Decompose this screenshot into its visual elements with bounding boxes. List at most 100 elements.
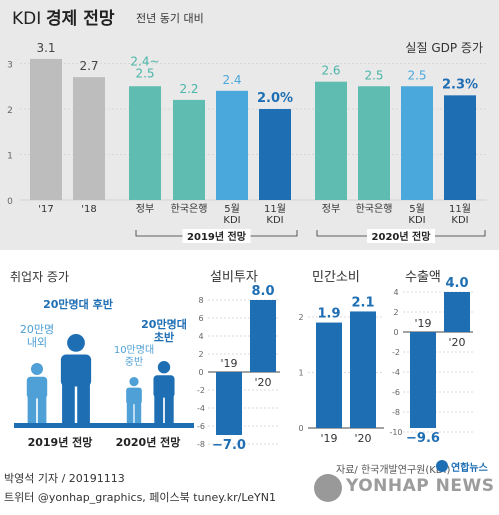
- person-leg: [126, 402, 134, 423]
- person-head: [129, 377, 139, 387]
- gdp-bar: [315, 81, 347, 200]
- y-tick-label: -4: [197, 404, 205, 413]
- person-head: [157, 361, 171, 374]
- y-tick-label: 0: [7, 197, 13, 207]
- mini-category-label: '20: [448, 336, 465, 349]
- employment-large-label: 20만명대 후반: [43, 297, 113, 311]
- mini-chart-title: 설비투자: [210, 270, 258, 285]
- subtitle: 전년 동기 대비: [136, 12, 204, 25]
- person-head: [67, 334, 85, 352]
- group-label: 2020년 전망: [372, 230, 432, 243]
- mini-category-label: '19: [414, 317, 431, 330]
- mini-bar: [250, 300, 276, 372]
- y-tick-label: -4: [392, 368, 400, 377]
- gdp-bar: [30, 58, 62, 201]
- gdp-bar: [73, 77, 105, 200]
- gdp-bar: [173, 99, 205, 200]
- employment-large-label: 20만명대 초반: [141, 317, 187, 344]
- source-credit: 자료/ 한국개발연구원(KDI): [336, 465, 451, 476]
- person-leg: [37, 396, 47, 423]
- employment-baseline: [14, 423, 194, 428]
- y-tick-label: 3: [7, 61, 13, 71]
- gdp-bar: [259, 109, 291, 200]
- y-tick-label: 8: [198, 296, 203, 305]
- y-tick-label: 2: [393, 308, 398, 317]
- y-tick-label: -8: [392, 408, 400, 417]
- gdp-category-label: 11월 KDI: [264, 203, 286, 226]
- mini-value-label: 1.9: [317, 307, 340, 322]
- gdp-category-label: 한국은행: [356, 203, 393, 215]
- gdp-category-label: 11월 KDI: [449, 203, 471, 226]
- gdp-category-label: 정부: [322, 203, 340, 215]
- mini-chart-title: 수출액: [405, 270, 441, 285]
- employment-title: 취업자 증가: [10, 270, 69, 284]
- group-label: 2019년 전망: [187, 230, 247, 243]
- gdp-label: 실질 GDP 증가: [405, 41, 483, 55]
- mini-value-label: 4.0: [445, 276, 468, 291]
- person-torso: [26, 376, 48, 399]
- y-tick-label: 6: [198, 314, 203, 323]
- y-tick-label: -6: [392, 388, 400, 397]
- employment-group-label: 2020년 전망: [116, 435, 181, 449]
- mini-category-label: '20: [354, 432, 371, 445]
- gdp-value-label: 2.2: [179, 82, 198, 96]
- gdp-bar: [444, 95, 476, 200]
- person-leg: [62, 384, 75, 423]
- social-credit: 트위터 @yonhap_graphics, 페이스북 tuney.kr/LeYN…: [4, 491, 276, 504]
- person-torso: [60, 354, 92, 387]
- y-tick-label: 0: [298, 424, 303, 433]
- y-tick-label: 4: [393, 288, 398, 297]
- mini-bar: [410, 332, 436, 428]
- y-tick-label: -2: [392, 348, 400, 357]
- gdp-bar: [129, 86, 161, 200]
- logo-small-text: 연합뉴스: [451, 463, 488, 474]
- logo-mark: [436, 460, 448, 472]
- person-leg: [164, 395, 174, 423]
- gdp-bar: [358, 86, 390, 200]
- employment-group-label: 2019년 전망: [28, 435, 93, 449]
- mini-category-label: '20: [254, 376, 271, 389]
- mini-value-label: −7.0: [212, 438, 246, 453]
- gdp-value-label: 2.3%: [442, 77, 478, 92]
- person-leg: [77, 384, 90, 423]
- group-label-bg: [182, 229, 251, 243]
- person-leg: [27, 396, 37, 423]
- gdp-value-label: 2.6: [321, 64, 340, 78]
- y-tick-label: 2: [298, 313, 303, 322]
- person-torso: [153, 375, 175, 398]
- mini-value-label: 2.1: [351, 295, 374, 310]
- y-tick-label: -8: [197, 440, 205, 449]
- person-icon: [26, 363, 48, 423]
- gdp-value-label: 2.4~ 2.5: [130, 54, 159, 80]
- person-head: [31, 363, 43, 375]
- y-tick-label: -6: [197, 422, 205, 431]
- y-tick-label: -2: [197, 386, 205, 395]
- gdp-category-label: 정부: [136, 203, 154, 215]
- gdp-category-label: '18: [81, 204, 96, 215]
- person-icon: [126, 377, 142, 423]
- y-tick-label: 0: [393, 328, 398, 337]
- gdp-value-label: 2.7: [79, 59, 98, 73]
- mini-bar: [444, 292, 470, 332]
- person-torso: [126, 387, 142, 405]
- gdp-category-label: 5월 KDI: [223, 203, 240, 226]
- person-icon: [60, 334, 92, 423]
- gdp-category-label: '17: [38, 204, 53, 215]
- y-tick-label: 2: [198, 350, 203, 359]
- gdp-value-label: 2.0%: [257, 91, 293, 106]
- gdp-bar: [401, 86, 433, 200]
- mini-bar: [316, 322, 342, 428]
- reporter-credit: 박영석 기자 / 20191113: [4, 472, 125, 485]
- gdp-value-label: 2.5: [364, 68, 383, 82]
- mini-value-label: −9.6: [406, 431, 440, 446]
- person-leg: [134, 402, 142, 423]
- y-tick-label: 2: [7, 106, 13, 116]
- employment-small-label: 20만명 내외: [20, 323, 54, 349]
- person-icon: [153, 361, 175, 423]
- mini-bar: [216, 372, 242, 435]
- y-tick-label: 1: [7, 152, 13, 162]
- gdp-category-label: 한국은행: [171, 203, 208, 215]
- mini-bar: [350, 311, 376, 428]
- mini-category-label: '19: [220, 357, 237, 370]
